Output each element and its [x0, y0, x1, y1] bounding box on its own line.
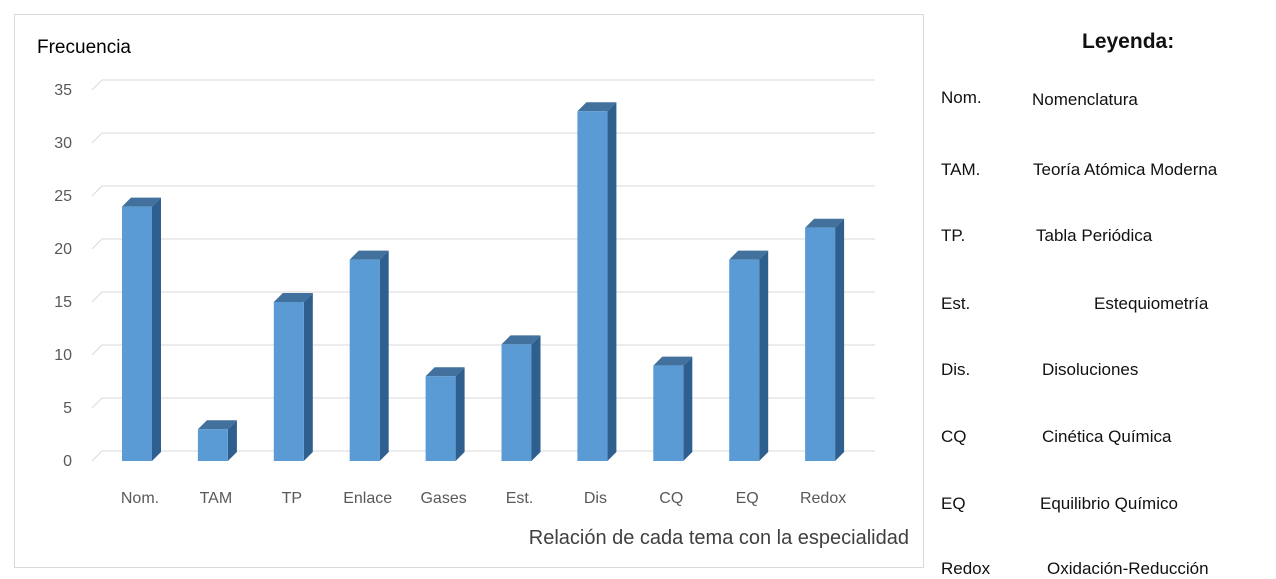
legend-desc-est: Estequiometría	[1094, 294, 1209, 313]
x-tick-label: Dis	[584, 490, 607, 507]
y-tick-label: 30	[54, 135, 72, 152]
bar	[197, 420, 237, 461]
gridline	[91, 450, 875, 462]
legend-abbr-tam: TAM.	[941, 160, 981, 179]
bar	[349, 250, 389, 461]
y-tick-label: 15	[54, 294, 72, 311]
legend-abbr-eq: EQ	[941, 494, 966, 513]
x-axis-title: Relación de cada tema con la especialida…	[529, 527, 909, 549]
y-tick-label: 25	[54, 188, 72, 205]
legend-title: Leyenda:	[1082, 30, 1175, 53]
bar	[577, 102, 617, 461]
legend-desc-nom: Nomenclatura	[1032, 90, 1138, 109]
x-tick-label: Gases	[420, 490, 466, 507]
chart-frame: 0 5 10 15 20 25 30 35 Nom. TAM TP Enlace Gases Est. Di…	[14, 14, 924, 568]
y-axis-title: Frecuencia	[37, 37, 131, 58]
x-tick-label: Redox	[800, 490, 846, 507]
gridline	[91, 291, 875, 303]
y-tick-label: 35	[54, 82, 72, 99]
legend-abbr-cq: CQ	[941, 427, 967, 446]
gridline	[91, 79, 875, 91]
bar	[729, 250, 769, 461]
legend-desc-tp: Tabla Periódica	[1036, 226, 1153, 245]
legend-abbr-tp: TP.	[941, 226, 966, 245]
bar	[805, 218, 845, 461]
legend-desc-redox: Oxidación-Reducción	[1047, 559, 1209, 578]
legend-desc-eq: Equilibrio Químico	[1040, 494, 1178, 513]
x-tick-label: TAM	[200, 490, 233, 507]
gridline	[91, 397, 875, 409]
x-tick-label: EQ	[736, 490, 759, 507]
legend-abbr-dis: Dis.	[941, 360, 971, 379]
legend-abbr-est: Est.	[941, 294, 971, 313]
x-tick-label: CQ	[659, 490, 683, 507]
bar	[653, 356, 693, 461]
legend-desc-tam: Teoría Atómica Moderna	[1033, 160, 1218, 179]
y-tick-label: 5	[63, 400, 72, 417]
legend-desc-cq: Cinética Química	[1042, 427, 1172, 446]
gridline	[91, 238, 875, 250]
bar	[425, 367, 465, 461]
y-tick-label: 20	[54, 241, 72, 258]
gridline	[91, 344, 875, 356]
bar	[273, 293, 313, 461]
legend-abbr-nom: Nom.	[941, 88, 982, 107]
legend-abbr-redox: Redox	[941, 559, 991, 578]
x-tick-label: Est.	[506, 490, 534, 507]
bar-chart: 0 5 10 15 20 25 30 35 Nom. TAM TP Enlace Gases Est. Di…	[37, 37, 909, 549]
gridline	[91, 185, 875, 197]
y-tick-label: 0	[63, 453, 72, 470]
x-tick-label: Enlace	[343, 490, 392, 507]
x-tick-label: Nom.	[121, 490, 159, 507]
gridline	[91, 132, 875, 144]
x-tick-label: TP	[282, 490, 302, 507]
bar	[501, 335, 541, 461]
legend-desc-dis: Disoluciones	[1042, 360, 1139, 379]
y-tick-label: 10	[54, 347, 72, 364]
bar	[122, 197, 161, 461]
